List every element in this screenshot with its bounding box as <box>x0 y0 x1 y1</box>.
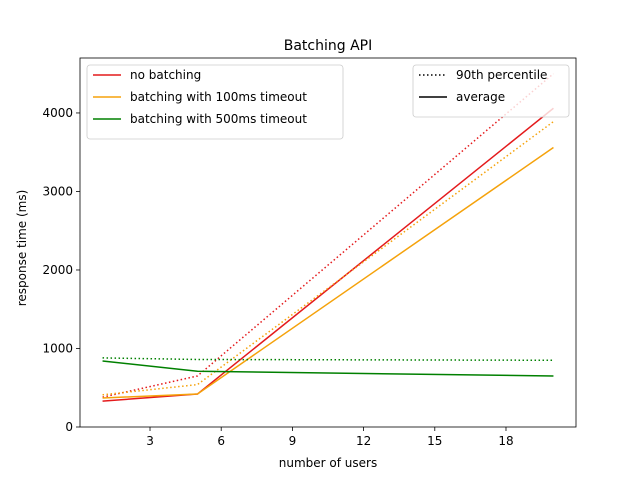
x-tick-label: 6 <box>217 434 225 448</box>
y-axis-label: response time (ms) <box>15 190 29 307</box>
x-tick-label: 12 <box>356 434 371 448</box>
x-tick-label: 3 <box>146 434 154 448</box>
legend-stats-box <box>412 64 570 118</box>
series-line-batching-with-100ms-timeout-average <box>102 146 554 399</box>
x-tick-label: 15 <box>427 434 442 448</box>
series-line-batching-with-500ms-timeout-average <box>102 360 554 377</box>
plot-area: 3 6 9 12 15 18 0 1000 2000 3000 4000 no batching bat… <box>42 57 577 448</box>
x-tick-label: 9 <box>289 434 297 448</box>
y-tick-label: 3000 <box>42 184 73 198</box>
y-tick-label: 4000 <box>42 106 73 120</box>
x-axis-label: number of users <box>279 456 377 470</box>
series-line-batching-with-500ms-timeout-p90 <box>102 357 554 362</box>
axes-frame <box>79 57 577 428</box>
legend-stats-label: average <box>456 90 505 104</box>
legend-series-label: batching with 500ms timeout <box>130 112 307 126</box>
chart-title: Batching API <box>284 38 373 54</box>
series-line-no-batching-p90 <box>102 73 554 398</box>
y-tick-label: 1000 <box>42 341 73 355</box>
x-tick-label: 18 <box>498 434 513 448</box>
y-tick-label: 0 <box>65 420 73 434</box>
legend-series-box <box>86 64 344 140</box>
legend-stats-label: 90th percentile <box>456 68 547 82</box>
legend-series-label: no batching <box>130 68 201 82</box>
legend-series-label: batching with 100ms timeout <box>130 90 307 104</box>
y-tick-label: 2000 <box>42 263 73 277</box>
